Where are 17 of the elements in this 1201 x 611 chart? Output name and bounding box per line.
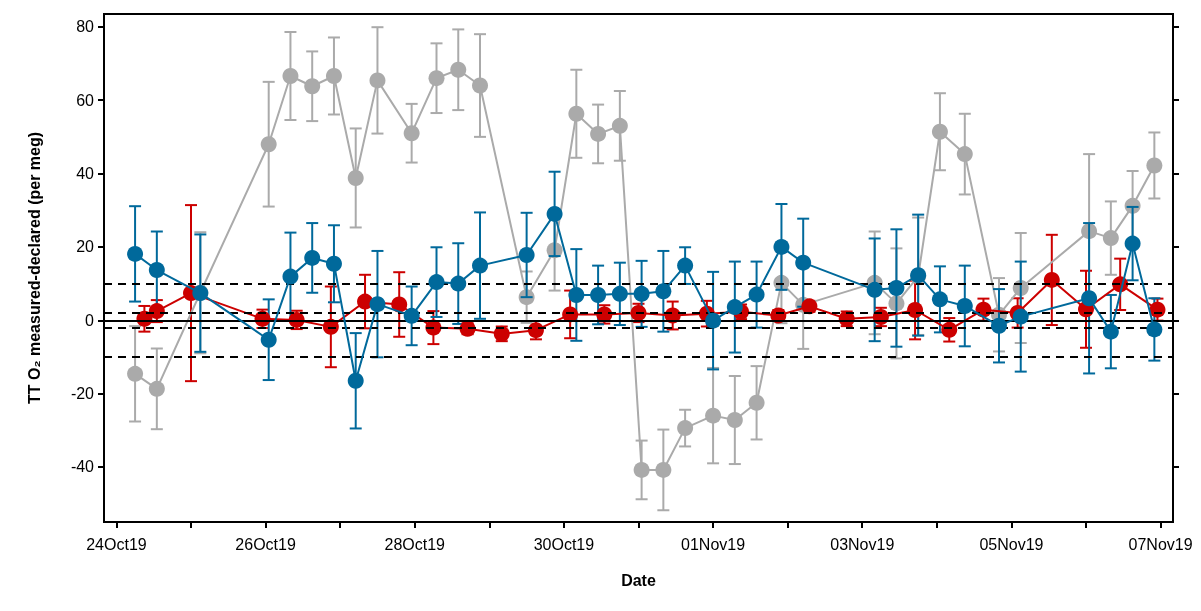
x-tick-label: 05Nov19 [979, 535, 1044, 553]
y-tick-label: 60 [76, 91, 95, 109]
x-tick-label: 03Nov19 [830, 535, 895, 553]
x-axis-title: Date [621, 571, 656, 589]
y-tick-label: 80 [76, 18, 95, 36]
y-tick-label: 40 [76, 165, 95, 183]
y-tick-label: -40 [70, 458, 95, 476]
y-tick-label: -20 [70, 385, 95, 403]
x-tick-label: 24Oct19 [86, 535, 147, 553]
y-tick-label: 0 [85, 311, 95, 329]
x-tick-label: 26Oct19 [235, 535, 296, 553]
y-tick-label: 20 [76, 238, 95, 256]
y-axis-title: TT O₂ measured-declared (per meg) [25, 131, 43, 405]
x-tick-label: 07Nov19 [1128, 535, 1193, 553]
x-tick-label: 30Oct19 [533, 535, 595, 553]
x-tick-label: 28Oct19 [384, 535, 446, 553]
x-tick-label: 01Nov19 [681, 535, 746, 553]
